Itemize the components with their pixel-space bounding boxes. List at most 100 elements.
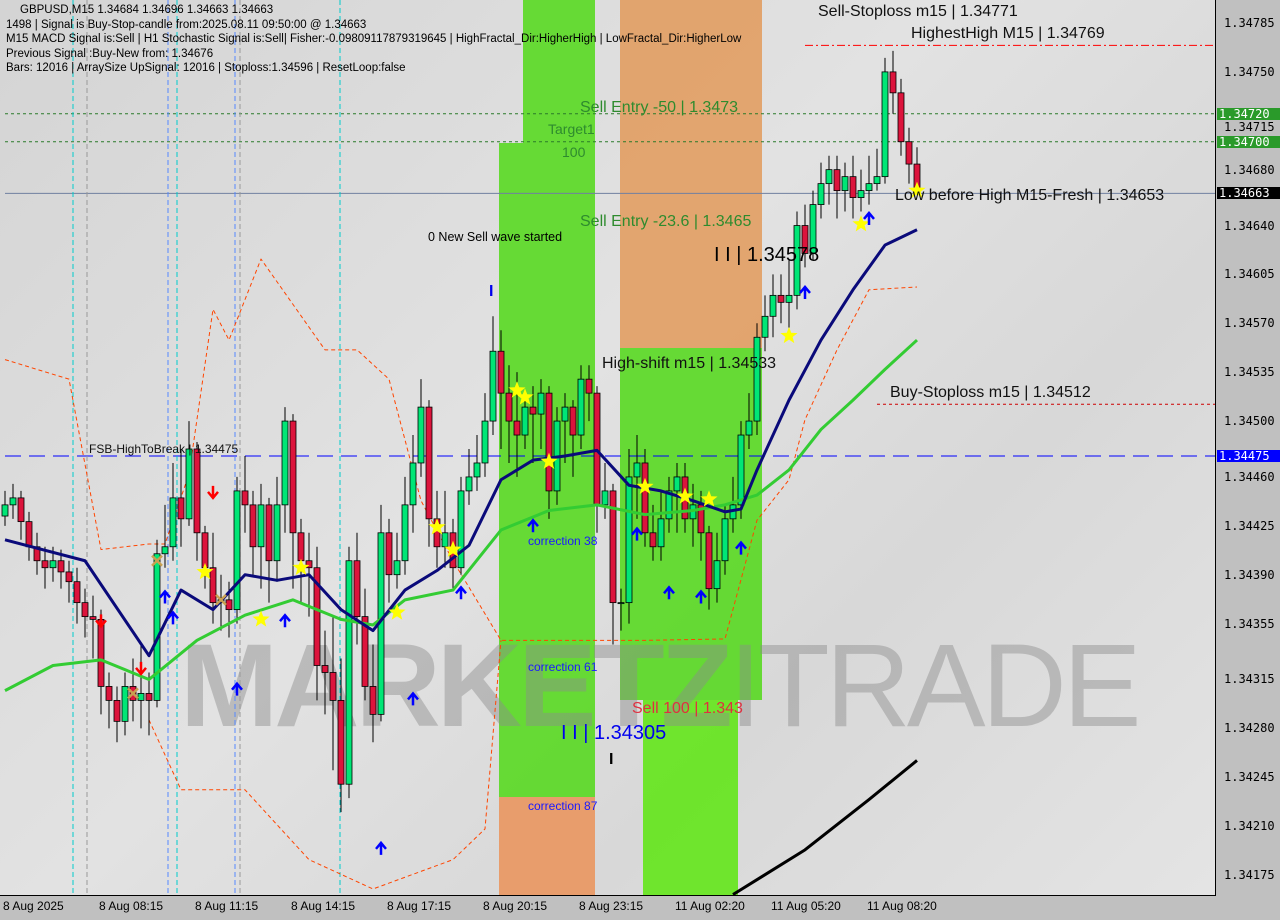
candle [1, 490, 9, 526]
candle [809, 190, 817, 261]
up-arrow-icon [375, 840, 387, 855]
bear-candle-body [313, 567, 321, 666]
bear-candle-body [385, 532, 393, 576]
level-34578-label: I I | 1.34578 [714, 244, 820, 266]
target-100-label: 100 [562, 144, 586, 160]
candle [713, 532, 721, 603]
price-tag: 1.34475 [1217, 449, 1280, 462]
candle [153, 539, 161, 708]
candle [465, 448, 473, 505]
price-tick-label: 1.34535 [1224, 365, 1275, 380]
candle [73, 567, 81, 624]
bull-candle-body [617, 602, 625, 605]
up-arrow-icon [279, 613, 291, 628]
bear-candle-body [569, 406, 577, 436]
candle [849, 155, 857, 219]
candle [769, 274, 777, 338]
candle [113, 686, 121, 743]
candle [353, 532, 361, 645]
bull-candle-body [561, 406, 569, 422]
bear-candle-body [265, 504, 273, 562]
green-zone-bottom [643, 700, 738, 895]
bull-candle-body [489, 350, 497, 422]
candle [233, 476, 241, 624]
bear-candle-body [801, 225, 809, 254]
candle [585, 365, 593, 422]
bull-candle-body [873, 176, 881, 185]
price-tick-label: 1.34460 [1224, 469, 1275, 484]
star-icon [540, 452, 558, 469]
candle [673, 462, 681, 533]
candle [169, 462, 177, 561]
candle [41, 546, 49, 589]
time-tick-label: 8 Aug 20:15 [483, 899, 548, 913]
candle [393, 532, 401, 589]
price-tag: 1.34720 [1217, 107, 1280, 120]
candle [57, 549, 65, 589]
bull-candle-body [825, 169, 833, 185]
up-arrow-icon [863, 211, 875, 225]
bull-candle-body [537, 392, 545, 415]
down-arrow-icon [95, 614, 107, 629]
price-tick-label: 1.34605 [1224, 267, 1275, 282]
bear-candle-body [649, 532, 657, 548]
star-icon [636, 477, 654, 494]
wave-mark-black: I [609, 751, 614, 768]
time-tick-label: 8 Aug 17:15 [387, 899, 452, 913]
target1-label: Target1 [548, 121, 595, 137]
candle [497, 330, 505, 449]
candle [569, 400, 577, 477]
star-icon [676, 487, 694, 504]
bull-candle-body [521, 406, 529, 436]
up-arrow-icon [167, 610, 179, 625]
bear-candle-body [193, 448, 201, 534]
candle [905, 127, 913, 184]
chart-plot-area[interactable]: MARKETZITRADE GBPUSD,M15 1.34684 1.34696… [0, 0, 1216, 896]
candle [89, 595, 97, 659]
candle [177, 448, 185, 547]
bull-candle-body [601, 490, 609, 506]
bull-candle-body [625, 476, 633, 604]
candle [529, 386, 537, 463]
candle [417, 379, 425, 477]
candle [737, 421, 745, 519]
candle [665, 476, 673, 533]
star-icon [908, 181, 926, 198]
bull-candle-body [841, 176, 849, 192]
bear-candle-body [81, 602, 89, 618]
bull-candle-body [9, 497, 17, 506]
candle [145, 672, 153, 736]
bull-candle-body [793, 225, 801, 296]
bear-candle-body [321, 665, 329, 673]
candle [801, 204, 809, 268]
bull-candle-body [865, 183, 873, 192]
bull-candle-body [393, 560, 401, 576]
candle [473, 435, 481, 491]
time-tick-label: 8 Aug 14:15 [291, 899, 356, 913]
bear-candle-body [105, 686, 113, 701]
sell-entry-50-label: Sell Entry -50 | 1.3473 [580, 99, 739, 116]
candle [705, 525, 713, 610]
price-tick-label: 1.34315 [1224, 672, 1275, 687]
correction-38-label: correction 38 [528, 534, 598, 548]
bear-candle-body [145, 693, 153, 701]
candle [81, 588, 89, 638]
signal-line: 1498 | Signal is Buy-Stop-candle from:20… [6, 18, 367, 31]
bull-candle-body [257, 504, 265, 548]
bull-candle-body [737, 434, 745, 506]
candle [577, 365, 585, 449]
candle [833, 155, 841, 219]
price-tick-label: 1.34680 [1224, 162, 1275, 177]
star-icon [508, 381, 526, 398]
bull-candle-body [713, 560, 721, 590]
candle [625, 448, 633, 624]
candle [761, 295, 769, 352]
candle [865, 155, 873, 205]
bull-candle-body [633, 462, 641, 478]
candle [817, 162, 825, 219]
candle [193, 442, 201, 561]
correction-zone [499, 797, 595, 895]
correction-87-label: correction 87 [528, 799, 598, 813]
bear-candle-body [513, 420, 521, 436]
star-icon [252, 610, 270, 627]
